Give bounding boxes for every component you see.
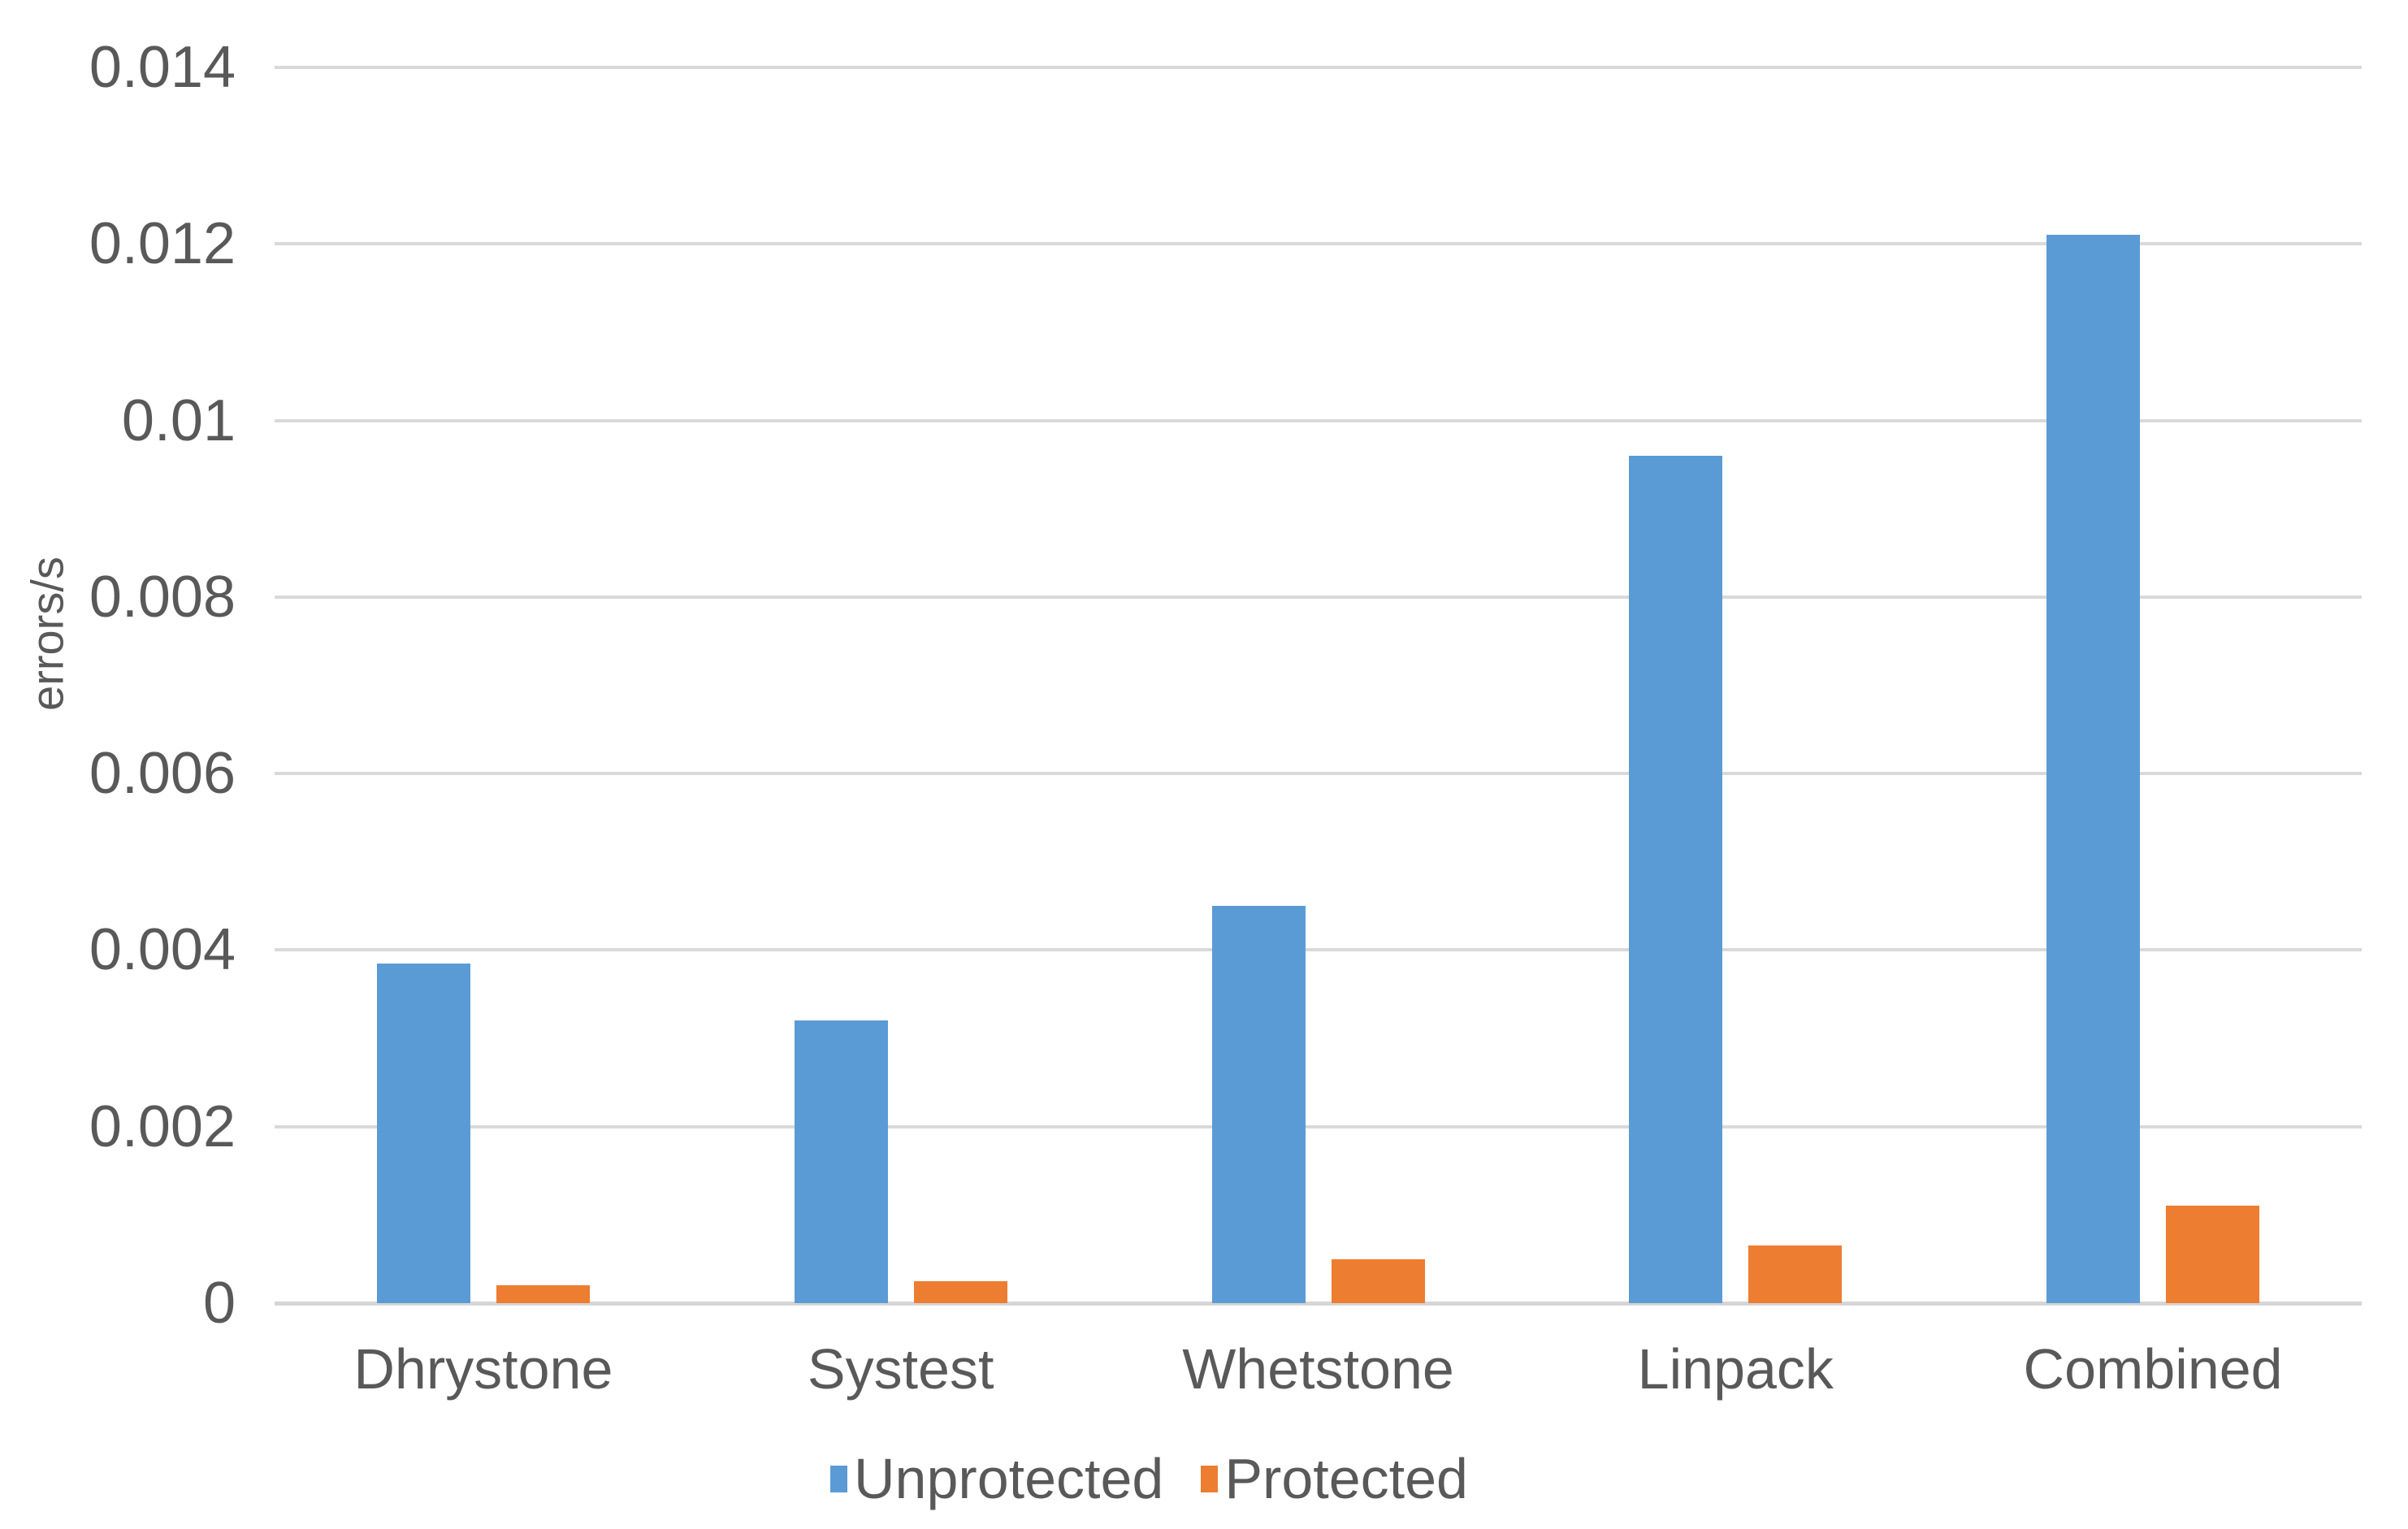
gridline-0.01 xyxy=(275,418,2362,422)
legend: Unprotected Protected xyxy=(830,1448,1468,1510)
gridline-0.014 xyxy=(275,66,2362,69)
y-tick-label-0.006: 0.006 xyxy=(89,741,236,807)
legend-label-protected: Protected xyxy=(1224,1447,1468,1510)
bar-protected-linpack xyxy=(1748,1245,1843,1303)
y-tick-label-0.008: 0.008 xyxy=(89,564,236,630)
x-category-label-systest: Systest xyxy=(807,1337,994,1401)
bar-protected-combined xyxy=(2166,1206,2260,1303)
x-category-label-combined: Combined xyxy=(2023,1337,2283,1401)
x-category-label-dhrystone: Dhrystone xyxy=(353,1337,613,1401)
y-tick-label-0: 0 xyxy=(202,1271,236,1336)
bar-protected-systest xyxy=(913,1281,1007,1303)
y-tick-label-0.01: 0.01 xyxy=(121,388,236,453)
legend-entry-protected: Protected xyxy=(1201,1448,1468,1510)
x-category-label-linpack: Linpack xyxy=(1637,1337,1834,1401)
bar-unprotected-dhrystone xyxy=(376,964,470,1303)
y-tick-label-0.004: 0.004 xyxy=(89,917,236,983)
bar-protected-dhrystone xyxy=(496,1285,590,1303)
x-category-label-whetstone: Whetstone xyxy=(1182,1337,1454,1401)
legend-entry-unprotected: Unprotected xyxy=(830,1448,1163,1510)
gridline-0.008 xyxy=(275,595,2362,599)
y-tick-label-0.012: 0.012 xyxy=(89,211,236,277)
legend-swatch-unprotected xyxy=(830,1465,847,1492)
bar-unprotected-linpack xyxy=(1629,456,1723,1303)
gridline-0.006 xyxy=(275,772,2362,776)
legend-label-unprotected: Unprotected xyxy=(854,1447,1164,1510)
bar-unprotected-systest xyxy=(794,1020,888,1303)
y-tick-label-0.002: 0.002 xyxy=(89,1094,236,1159)
bar-unprotected-combined xyxy=(2046,235,2141,1303)
bar-protected-whetstone xyxy=(1331,1259,1425,1303)
legend-swatch-protected xyxy=(1201,1465,1219,1492)
x-axis-line xyxy=(275,1302,2362,1306)
y-tick-label-0.014: 0.014 xyxy=(89,35,236,100)
gridline-0.012 xyxy=(275,242,2362,246)
bar-unprotected-whetstone xyxy=(1211,906,1306,1303)
gridline-0.004 xyxy=(275,948,2362,952)
gridline-0.002 xyxy=(275,1124,2362,1128)
